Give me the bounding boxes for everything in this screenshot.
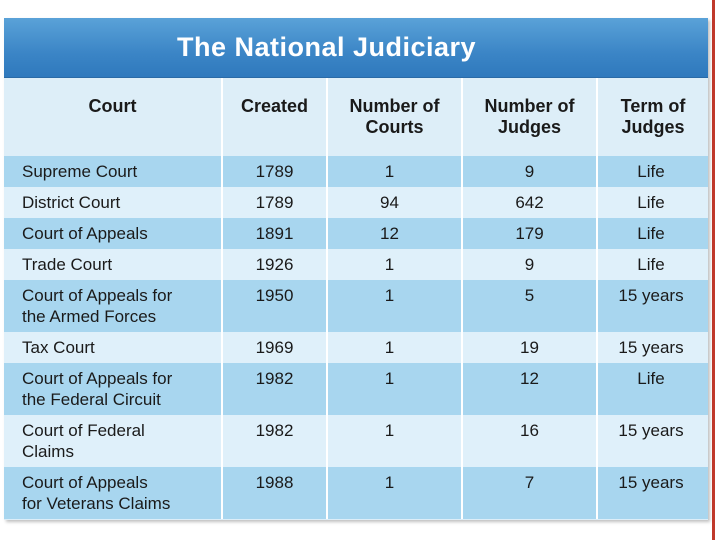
- cell-number-of-judges: 12: [461, 363, 597, 415]
- header-created: Created: [221, 78, 327, 156]
- slide-edge-stripe: [712, 0, 715, 540]
- cell-number-of-courts: 1: [326, 156, 462, 187]
- cell-created: 1789: [221, 156, 327, 187]
- cell-court: Court of Appeals: [22, 224, 148, 243]
- table-row: Supreme Court 1789 1 9 Life: [4, 156, 708, 187]
- cell-number-of-courts: 1: [326, 467, 462, 519]
- cell-number-of-courts: 1: [326, 415, 462, 467]
- cell-number-of-judges: 642: [461, 187, 597, 218]
- table-row: Court of Appeals for the Armed Forces 1950…: [4, 280, 708, 332]
- cell-court: Tax Court: [22, 338, 95, 357]
- header-row: Court Created Number of Courts Number of J…: [4, 78, 708, 156]
- cell-court: Court of Federal Claims: [22, 421, 145, 461]
- cell-court: Trade Court: [22, 255, 113, 274]
- cell-court: Court of Appeals for the Federal Circuit: [22, 369, 173, 409]
- cell-term-of-judges: Life: [596, 187, 708, 218]
- cell-number-of-courts: 1: [326, 363, 462, 415]
- judiciary-table: Court Created Number of Courts Number of J…: [4, 78, 708, 519]
- table-row: Court of Appeals for Veterans Claims 1988 1…: [4, 467, 708, 519]
- header-number-of-judges: Number of Judges: [461, 78, 597, 156]
- cell-term-of-judges: 15 years: [596, 415, 708, 467]
- cell-court: Court of Appeals for Veterans Claims: [22, 473, 171, 513]
- cell-term-of-judges: 15 years: [596, 467, 708, 519]
- cell-number-of-courts: 94: [326, 187, 462, 218]
- header-term-of-judges: Term of Judges: [596, 78, 708, 156]
- cell-term-of-judges: Life: [596, 363, 708, 415]
- table-row: District Court 1789 94 642 Life: [4, 187, 708, 218]
- title-bar: The National Judiciary: [4, 18, 708, 78]
- cell-number-of-judges: 19: [461, 332, 597, 363]
- cell-number-of-courts: 1: [326, 280, 462, 332]
- cell-court: Supreme Court: [22, 162, 138, 181]
- cell-number-of-courts: 1: [326, 249, 462, 280]
- cell-created: 1988: [221, 467, 327, 519]
- table-row: Tax Court 1969 1 19 15 years: [4, 332, 708, 363]
- table-row: Court of Federal Claims 1982 1 16 15 years: [4, 415, 708, 467]
- cell-number-of-courts: 12: [326, 218, 462, 249]
- cell-term-of-judges: Life: [596, 156, 708, 187]
- header-court: Court: [88, 96, 137, 116]
- cell-term-of-judges: Life: [596, 218, 708, 249]
- cell-number-of-judges: 179: [461, 218, 597, 249]
- cell-number-of-judges: 7: [461, 467, 597, 519]
- cell-created: 1982: [221, 415, 327, 467]
- cell-created: 1969: [221, 332, 327, 363]
- cell-term-of-judges: 15 years: [596, 332, 708, 363]
- judiciary-table-panel: The National Judiciary Court Created Num…: [4, 18, 708, 520]
- table-row: Court of Appeals for the Federal Circuit 1…: [4, 363, 708, 415]
- table-body: Supreme Court 1789 1 9 Life District Court 178…: [4, 156, 708, 519]
- cell-number-of-judges: 16: [461, 415, 597, 467]
- table-row: Trade Court 1926 1 9 Life: [4, 249, 708, 280]
- header-number-of-courts: Number of Courts: [326, 78, 462, 156]
- cell-created: 1789: [221, 187, 327, 218]
- cell-created: 1982: [221, 363, 327, 415]
- table-row: Court of Appeals 1891 12 179 Life: [4, 218, 708, 249]
- table-title: The National Judiciary: [177, 32, 477, 62]
- cell-number-of-judges: 5: [461, 280, 597, 332]
- cell-term-of-judges: Life: [596, 249, 708, 280]
- cell-created: 1926: [221, 249, 327, 280]
- cell-created: 1891: [221, 218, 327, 249]
- cell-court: Court of Appeals for the Armed Forces: [22, 286, 173, 326]
- cell-number-of-courts: 1: [326, 332, 462, 363]
- cell-term-of-judges: 15 years: [596, 280, 708, 332]
- cell-number-of-judges: 9: [461, 249, 597, 280]
- cell-created: 1950: [221, 280, 327, 332]
- cell-court: District Court: [22, 193, 121, 212]
- cell-number-of-judges: 9: [461, 156, 597, 187]
